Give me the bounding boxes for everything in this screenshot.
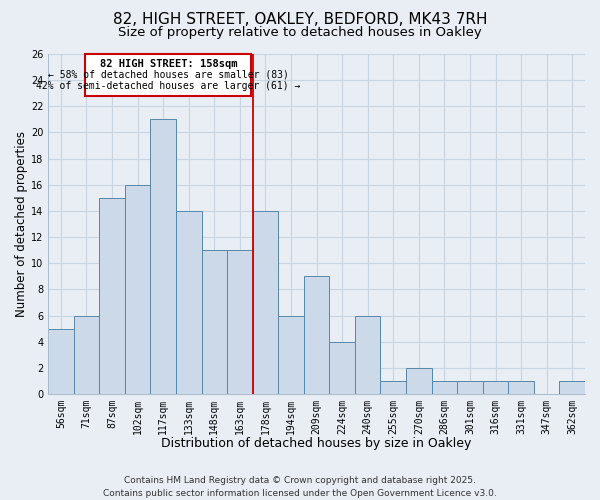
Bar <box>176 211 202 394</box>
Bar <box>151 120 176 394</box>
Bar <box>508 381 534 394</box>
Text: ← 58% of detached houses are smaller (83): ← 58% of detached houses are smaller (83… <box>48 70 289 80</box>
Bar <box>559 381 585 394</box>
Bar <box>431 381 457 394</box>
Bar <box>380 381 406 394</box>
Bar <box>227 250 253 394</box>
Bar <box>74 316 99 394</box>
Bar <box>329 342 355 394</box>
Bar <box>202 250 227 394</box>
Bar <box>457 381 483 394</box>
Text: Size of property relative to detached houses in Oakley: Size of property relative to detached ho… <box>118 26 482 39</box>
Bar <box>355 316 380 394</box>
Text: Contains HM Land Registry data © Crown copyright and database right 2025.
Contai: Contains HM Land Registry data © Crown c… <box>103 476 497 498</box>
FancyBboxPatch shape <box>85 54 251 96</box>
X-axis label: Distribution of detached houses by size in Oakley: Distribution of detached houses by size … <box>161 437 472 450</box>
Text: 82, HIGH STREET, OAKLEY, BEDFORD, MK43 7RH: 82, HIGH STREET, OAKLEY, BEDFORD, MK43 7… <box>113 12 487 28</box>
Bar <box>125 185 151 394</box>
Bar <box>99 198 125 394</box>
Bar <box>253 211 278 394</box>
Text: 42% of semi-detached houses are larger (61) →: 42% of semi-detached houses are larger (… <box>36 81 301 91</box>
Y-axis label: Number of detached properties: Number of detached properties <box>15 131 28 317</box>
Bar <box>48 328 74 394</box>
Bar <box>483 381 508 394</box>
Bar <box>406 368 431 394</box>
Text: 82 HIGH STREET: 158sqm: 82 HIGH STREET: 158sqm <box>100 58 237 68</box>
Bar <box>278 316 304 394</box>
Bar <box>304 276 329 394</box>
